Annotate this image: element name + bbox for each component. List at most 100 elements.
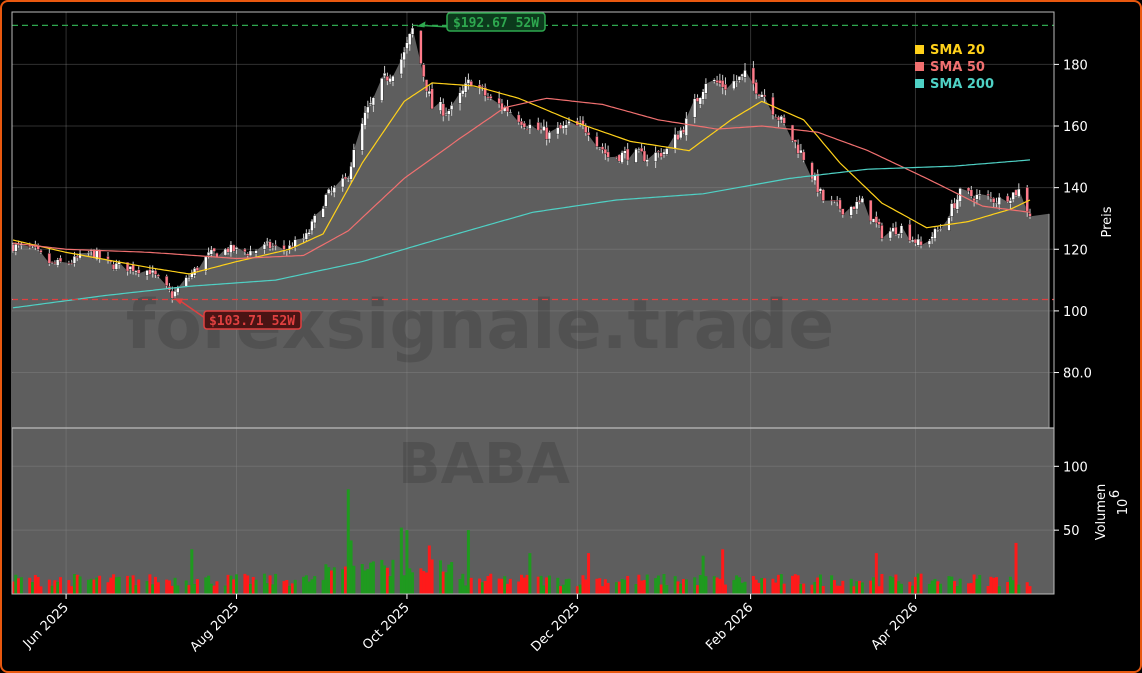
candle xyxy=(849,205,853,219)
candle-body xyxy=(743,70,747,78)
volume-bar xyxy=(346,489,350,594)
volume-bar xyxy=(313,576,317,594)
candle-body xyxy=(830,199,834,202)
candle-body xyxy=(891,227,895,233)
candle-body xyxy=(603,148,607,154)
sma-line-50 xyxy=(12,97,1031,260)
candle-body xyxy=(151,270,155,274)
volume-bar xyxy=(36,577,40,594)
candle xyxy=(274,240,278,251)
volume-bar xyxy=(39,586,43,594)
candle-body xyxy=(366,106,370,114)
candle xyxy=(480,84,484,91)
volume-bar xyxy=(547,575,551,594)
candle xyxy=(234,246,239,254)
candle-body xyxy=(1017,188,1021,197)
candle-body xyxy=(505,105,510,112)
candle-body xyxy=(243,248,247,253)
volume-bar xyxy=(480,582,484,594)
volume-bar xyxy=(603,579,607,594)
candle-body xyxy=(662,151,666,155)
candle xyxy=(894,221,898,236)
candle-body xyxy=(975,194,979,200)
legend-swatch xyxy=(915,79,924,88)
volume-bar xyxy=(461,573,465,594)
candle xyxy=(153,269,158,278)
candle-body xyxy=(880,225,884,239)
volume-bar xyxy=(173,577,177,594)
volume-bar xyxy=(78,576,82,594)
candle xyxy=(282,240,286,255)
volume-bar xyxy=(75,574,79,594)
volume-bar xyxy=(899,583,903,594)
volume-bar xyxy=(285,580,289,594)
candle xyxy=(642,146,647,162)
candle-body xyxy=(992,198,996,203)
volume-bar xyxy=(262,573,266,594)
candle xyxy=(799,143,803,154)
volume-bar xyxy=(623,579,627,594)
candle-body xyxy=(994,202,999,205)
volume-bar xyxy=(223,585,227,594)
candle xyxy=(209,245,213,258)
volume-bar xyxy=(813,581,817,594)
volume-axis-label: Volumen xyxy=(1094,484,1109,541)
candle-body xyxy=(841,208,845,215)
volume-bar xyxy=(676,581,680,594)
volume-bar xyxy=(128,577,132,594)
volume-bar xyxy=(438,560,442,594)
candle-body xyxy=(614,156,619,158)
candle xyxy=(841,208,845,218)
candle-body xyxy=(195,267,200,271)
candle-body xyxy=(793,139,797,143)
candle xyxy=(955,194,959,214)
candle xyxy=(324,193,328,208)
candle-body xyxy=(916,238,920,246)
candle xyxy=(698,97,702,108)
volume-bar xyxy=(447,564,451,594)
candle xyxy=(821,188,825,203)
candle-body xyxy=(751,67,755,85)
candle-body xyxy=(293,239,297,248)
plot-border xyxy=(11,11,1055,595)
volume-bar xyxy=(207,575,211,594)
volume-bar xyxy=(246,575,250,594)
volume-bar xyxy=(679,583,683,594)
volume-bar xyxy=(891,577,895,594)
candle xyxy=(251,251,255,253)
candle-body xyxy=(559,124,563,130)
candle-body xyxy=(754,82,758,95)
candle xyxy=(405,36,409,54)
volume-bar xyxy=(835,585,839,594)
volume-bar xyxy=(450,562,454,594)
volume-bar xyxy=(642,580,646,594)
volume-bar xyxy=(427,545,431,594)
candle-body xyxy=(528,124,532,129)
candle-body xyxy=(223,248,227,256)
candle-body xyxy=(349,165,353,180)
volume-bar xyxy=(791,575,795,594)
volume-bar xyxy=(559,586,563,594)
candle xyxy=(802,149,806,163)
low-label-box xyxy=(203,310,302,330)
candle-body xyxy=(913,239,918,244)
volume-bar xyxy=(673,576,677,594)
candle xyxy=(525,125,529,131)
candle-body xyxy=(310,220,314,232)
volume-bar xyxy=(701,555,705,594)
candle-body xyxy=(774,116,778,119)
candle xyxy=(796,139,800,158)
time-tick-label: Aug 2025 xyxy=(187,600,242,655)
candle-body xyxy=(567,121,571,124)
candle-body xyxy=(595,136,599,147)
volume-bar xyxy=(391,559,395,594)
candle-body xyxy=(810,162,814,180)
candle-body xyxy=(444,113,448,115)
candle-body xyxy=(869,200,873,222)
candle-body xyxy=(933,228,937,239)
candle-body xyxy=(799,149,803,154)
volume-bar xyxy=(307,581,311,594)
volume-bar xyxy=(919,573,923,594)
candle-body xyxy=(525,128,529,131)
candle xyxy=(927,239,932,248)
